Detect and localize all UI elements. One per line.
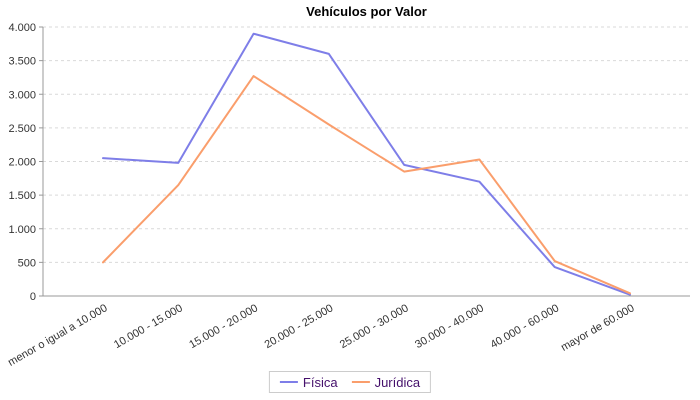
y-tick-label: 3.000 bbox=[8, 89, 36, 101]
y-tick-label: 500 bbox=[18, 257, 36, 269]
legend-label-fisica: Física bbox=[302, 374, 338, 390]
y-tick-label: 1.000 bbox=[8, 224, 36, 236]
juridica-line-swatch bbox=[351, 381, 370, 383]
x-tick-label: 15.000 - 20.000 bbox=[187, 302, 260, 351]
y-tick-label: 4.000 bbox=[8, 22, 36, 34]
x-tick-label: menor o igual a 10.000 bbox=[6, 302, 109, 369]
x-tick-label: 25.000 - 30.000 bbox=[338, 302, 411, 351]
chart-title: Vehículos por Valor bbox=[306, 4, 427, 19]
x-tick-label: 20.000 - 25.000 bbox=[263, 302, 336, 351]
series-line-juridica bbox=[102, 75, 631, 295]
legend: Física Jurídica bbox=[268, 371, 432, 393]
legend-item-juridica: Jurídica bbox=[351, 374, 421, 390]
x-tick-label: 40.000 - 60.000 bbox=[488, 302, 561, 351]
y-tick-label: 0 bbox=[30, 291, 36, 303]
y-tick-label: 1.500 bbox=[8, 190, 36, 202]
x-tick-label: 10.000 - 15.000 bbox=[112, 302, 185, 351]
fisica-line-swatch bbox=[279, 381, 298, 383]
x-tick-label: 30.000 - 40.000 bbox=[413, 302, 486, 351]
legend-item-fisica: Física bbox=[279, 374, 338, 390]
legend-label-juridica: Jurídica bbox=[374, 374, 421, 390]
y-tick-label: 2.500 bbox=[8, 123, 36, 135]
y-tick-label: 3.500 bbox=[8, 56, 36, 68]
y-tick-label: 2.000 bbox=[8, 157, 36, 169]
series-line-fisica bbox=[102, 32, 631, 296]
x-tick-label: mayor de 60.000 bbox=[559, 302, 637, 354]
